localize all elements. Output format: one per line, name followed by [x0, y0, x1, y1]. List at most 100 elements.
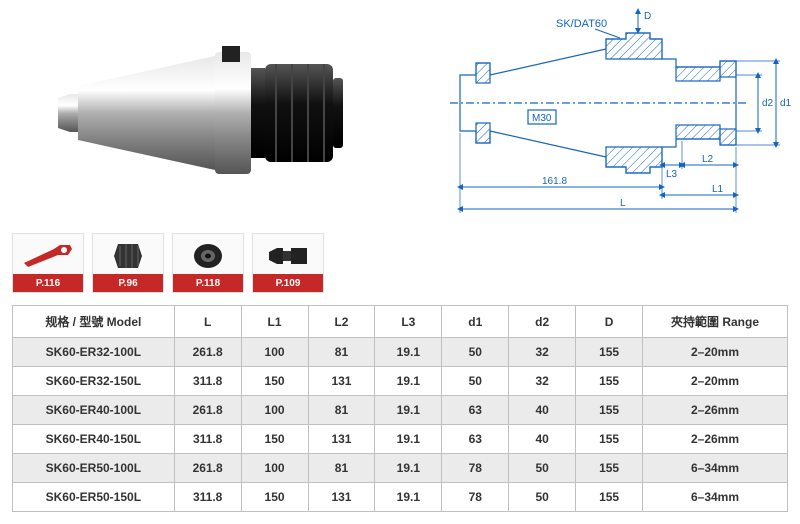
cell-range: 6–34mm [643, 454, 788, 483]
table-row: SK60-ER50-150L 311.8 150 131 19.1 78 50 … [13, 483, 788, 512]
th-L2: L2 [308, 306, 375, 338]
cell-d2: 50 [509, 483, 576, 512]
cell-model: SK60-ER50-100L [13, 454, 175, 483]
cell-L3: 19.1 [375, 483, 442, 512]
th-L1: L1 [241, 306, 308, 338]
diagram-label-L: L [620, 198, 626, 209]
cell-D: 155 [576, 454, 643, 483]
cell-L1: 150 [241, 367, 308, 396]
cell-L3: 19.1 [375, 338, 442, 367]
cell-d1: 78 [442, 483, 509, 512]
badge-wrench: P.116 [12, 233, 84, 293]
cell-L2: 131 [308, 367, 375, 396]
cell-D: 155 [576, 367, 643, 396]
diagram-label-d1: d1 [780, 98, 792, 109]
cell-d1: 63 [442, 396, 509, 425]
cell-L2: 81 [308, 396, 375, 425]
tool-holder-photo-svg [40, 38, 380, 188]
cell-L1: 100 [241, 396, 308, 425]
collet-icon [98, 238, 158, 274]
badge-label: P.96 [93, 274, 163, 292]
product-photo [0, 0, 420, 225]
cell-L2: 131 [308, 425, 375, 454]
table-header-row: 规格 / 型號 Model L L1 L2 L3 d1 d2 D 夾持範圍 Ra… [13, 306, 788, 338]
th-D: D [576, 306, 643, 338]
badge-collet: P.96 [92, 233, 164, 293]
cell-D: 155 [576, 425, 643, 454]
cell-L1: 150 [241, 425, 308, 454]
page-container: SK/DAT60 M30 D 161.8 L3 L2 L1 [0, 0, 800, 524]
cell-D: 155 [576, 396, 643, 425]
cell-range: 6–34mm [643, 483, 788, 512]
cell-range: 2–20mm [643, 338, 788, 367]
cell-L: 311.8 [174, 425, 241, 454]
specifications-table: 规格 / 型號 Model L L1 L2 L3 d1 d2 D 夾持範圍 Ra… [12, 305, 788, 512]
diagram-label-L3: L3 [666, 169, 678, 180]
badge-label: P.109 [253, 274, 323, 292]
cell-d2: 32 [509, 338, 576, 367]
wrench-icon [18, 238, 78, 274]
cell-L: 311.8 [174, 483, 241, 512]
table-body: SK60-ER32-100L 261.8 100 81 19.1 50 32 1… [13, 338, 788, 512]
badge-label: P.116 [13, 274, 83, 292]
cell-D: 155 [576, 483, 643, 512]
cell-d2: 40 [509, 396, 576, 425]
cell-L2: 81 [308, 454, 375, 483]
th-model: 规格 / 型號 Model [13, 306, 175, 338]
table-row: SK60-ER32-150L 311.8 150 131 19.1 50 32 … [13, 367, 788, 396]
cell-model: SK60-ER32-150L [13, 367, 175, 396]
th-L: L [174, 306, 241, 338]
diagram-label-thread: M30 [532, 113, 552, 124]
cell-L3: 19.1 [375, 454, 442, 483]
cell-range: 2–26mm [643, 425, 788, 454]
cell-L: 261.8 [174, 454, 241, 483]
th-range: 夾持範圍 Range [643, 306, 788, 338]
cell-d2: 32 [509, 367, 576, 396]
cell-model: SK60-ER32-100L [13, 338, 175, 367]
cell-L3: 19.1 [375, 367, 442, 396]
diagram-label-L2: L2 [702, 154, 714, 165]
cell-L2: 131 [308, 483, 375, 512]
cell-d1: 78 [442, 454, 509, 483]
table-row: SK60-ER40-150L 311.8 150 131 19.1 63 40 … [13, 425, 788, 454]
cell-range: 2–20mm [643, 367, 788, 396]
cell-d1: 50 [442, 367, 509, 396]
cell-d1: 50 [442, 338, 509, 367]
cell-L1: 100 [241, 454, 308, 483]
cell-L1: 150 [241, 483, 308, 512]
cell-d2: 40 [509, 425, 576, 454]
cell-model: SK60-ER40-100L [13, 396, 175, 425]
diagram-label-top: SK/DAT60 [556, 18, 607, 30]
badge-label: P.118 [173, 274, 243, 292]
technical-diagram: SK/DAT60 M30 D 161.8 L3 L2 L1 [420, 0, 800, 225]
th-L3: L3 [375, 306, 442, 338]
table-row: SK60-ER50-100L 261.8 100 81 19.1 78 50 1… [13, 454, 788, 483]
diagram-label-L1: L1 [712, 184, 724, 195]
cell-range: 2–26mm [643, 396, 788, 425]
pullstud-icon [258, 238, 318, 274]
cell-L: 261.8 [174, 338, 241, 367]
cell-L3: 19.1 [375, 425, 442, 454]
diagram-label-baselen: 161.8 [542, 176, 567, 187]
cell-L: 311.8 [174, 367, 241, 396]
cell-D: 155 [576, 338, 643, 367]
cell-L1: 100 [241, 338, 308, 367]
cell-model: SK60-ER50-150L [13, 483, 175, 512]
th-d1: d1 [442, 306, 509, 338]
top-section: SK/DAT60 M30 D 161.8 L3 L2 L1 [0, 0, 800, 225]
badge-nut: P.118 [172, 233, 244, 293]
diagram-label-D: D [644, 11, 651, 22]
diagram-svg: SK/DAT60 M30 D 161.8 L3 L2 L1 [420, 3, 800, 223]
cell-d1: 63 [442, 425, 509, 454]
cell-L: 261.8 [174, 396, 241, 425]
table-row: SK60-ER40-100L 261.8 100 81 19.1 63 40 1… [13, 396, 788, 425]
reference-badges: P.116 P.96 P.118 [0, 225, 800, 301]
cell-L2: 81 [308, 338, 375, 367]
nut-icon [178, 238, 238, 274]
cell-model: SK60-ER40-150L [13, 425, 175, 454]
table-row: SK60-ER32-100L 261.8 100 81 19.1 50 32 1… [13, 338, 788, 367]
cell-d2: 50 [509, 454, 576, 483]
badge-pullstud: P.109 [252, 233, 324, 293]
cell-L3: 19.1 [375, 396, 442, 425]
diagram-label-d2: d2 [762, 98, 774, 109]
